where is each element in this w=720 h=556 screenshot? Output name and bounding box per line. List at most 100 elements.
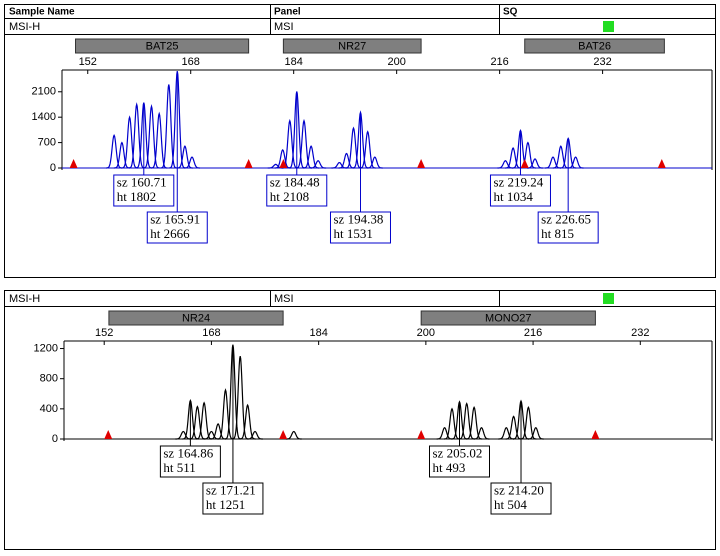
bin [524, 38, 665, 54]
column-header: Sample Name [9, 7, 75, 18]
peak [106, 133, 123, 169]
bin [282, 38, 422, 54]
peak [189, 405, 206, 440]
x-tick-label: 152 [79, 56, 97, 68]
annotation-height: ht 1802 [117, 189, 156, 204]
bin-label: BAT25 [146, 40, 179, 52]
peak [505, 146, 522, 169]
size-standard-marker [69, 159, 78, 168]
annotation-height: ht 2108 [270, 189, 309, 204]
peak [121, 115, 138, 169]
peak [331, 161, 348, 169]
annotation-height: ht 2666 [150, 226, 190, 241]
peak [560, 137, 577, 169]
peak [274, 149, 291, 169]
annotation-height: ht 1531 [333, 226, 372, 241]
peak [151, 111, 168, 169]
annotation-height: ht 1251 [206, 497, 245, 512]
annotation-height: ht 815 [541, 226, 574, 241]
peak [310, 160, 327, 169]
peak [366, 156, 383, 169]
annotation-size: sz 171.21 [206, 482, 256, 497]
size-standard-marker [417, 159, 426, 168]
y-tick-label: 2100 [32, 86, 56, 98]
annotation-box [489, 174, 551, 207]
peak [527, 427, 544, 440]
bin-label: MONO27 [485, 312, 531, 324]
x-tick-label: 216 [524, 327, 542, 339]
annotation-box [329, 211, 391, 244]
annotation-size: sz 164.86 [163, 445, 213, 460]
bin-label: NR24 [182, 312, 210, 324]
peak [247, 430, 263, 440]
y-tick-label: 1200 [34, 342, 58, 354]
y-tick-label: 700 [38, 136, 56, 148]
y-tick-label: 1400 [32, 111, 56, 123]
annotation-box [429, 445, 491, 478]
peak [473, 427, 490, 440]
peak [466, 405, 483, 440]
peak [451, 400, 468, 440]
sq-indicator [603, 21, 614, 32]
bin-label: NR27 [338, 40, 366, 52]
peak [444, 407, 460, 440]
peak [520, 405, 537, 440]
size-standard-marker [279, 430, 288, 439]
annotation-box [537, 211, 599, 244]
y-tick-label: 400 [40, 403, 58, 415]
peak [184, 156, 200, 169]
bin [108, 310, 284, 326]
sample-name: MSI-H [9, 293, 40, 305]
peak [513, 399, 529, 440]
peak [203, 430, 220, 440]
annotation-size: sz 219.24 [493, 174, 543, 189]
x-tick-label: 232 [593, 56, 611, 68]
annotation-box [159, 445, 221, 478]
peak [196, 401, 213, 440]
bin-label: BAT26 [578, 40, 611, 52]
panel-name: MSI [274, 293, 294, 305]
sq-indicator [603, 293, 614, 304]
x-tick-label: 200 [387, 56, 405, 68]
peak [210, 423, 227, 440]
peak [169, 71, 186, 169]
panel-frame [4, 4, 716, 278]
x-tick-label: 216 [490, 56, 508, 68]
size-standard-marker [657, 159, 666, 168]
peak [498, 427, 515, 440]
annotation-box [266, 174, 328, 207]
peak [345, 126, 362, 169]
sample-name: MSI-H [9, 21, 40, 33]
peak [567, 156, 584, 169]
annotation-size: sz 184.48 [270, 174, 320, 189]
size-standard-marker [591, 430, 600, 439]
peak [436, 427, 453, 440]
peak [113, 141, 130, 169]
annotation-box [113, 174, 175, 207]
annotation-height: ht 504 [494, 497, 527, 512]
column-header: Panel [274, 7, 301, 18]
peak [497, 160, 514, 169]
x-tick-label: 168 [182, 56, 200, 68]
peak [217, 388, 234, 440]
annotation-size: sz 214.20 [494, 482, 544, 497]
peak [232, 355, 249, 440]
x-tick-label: 152 [95, 327, 113, 339]
peak [352, 110, 369, 169]
peak [160, 84, 177, 169]
peak [552, 145, 569, 169]
annotation-size: sz 194.38 [333, 211, 383, 226]
bin [75, 38, 250, 54]
annotation-size: sz 226.65 [541, 211, 591, 226]
x-tick-label: 232 [631, 327, 649, 339]
peak [505, 415, 522, 440]
peak [175, 430, 192, 440]
y-tick-label: 800 [40, 373, 58, 385]
peak [128, 102, 145, 169]
size-standard-marker [244, 159, 253, 168]
annotation-height: ht 511 [163, 460, 195, 475]
annotation-size: sz 165.91 [150, 211, 200, 226]
x-tick-label: 168 [202, 327, 220, 339]
peak [545, 156, 561, 169]
